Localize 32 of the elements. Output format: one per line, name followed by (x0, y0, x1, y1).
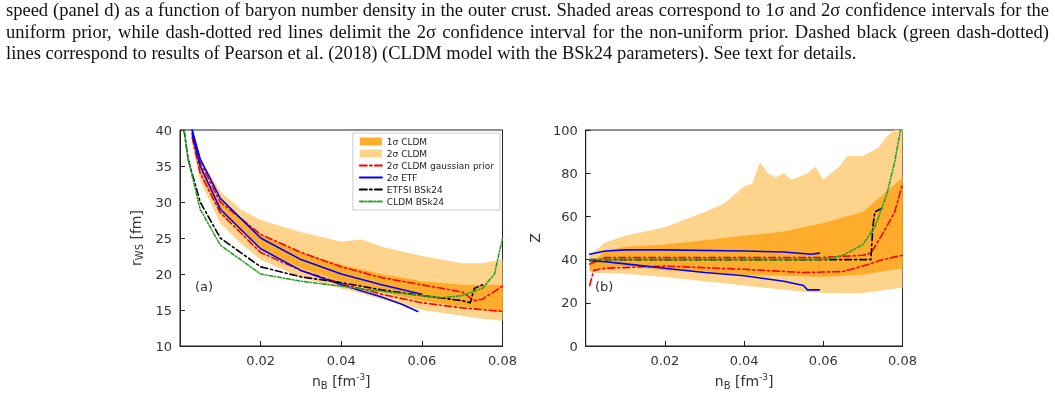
x-tick-label: 0.02 (246, 353, 276, 368)
y-tick-label: 10 (155, 338, 172, 354)
y-tick-label: 40 (561, 252, 578, 268)
x-tick-label: 0.08 (888, 353, 917, 368)
y-tick-label: 15 (155, 302, 172, 318)
x-tick-label: 0.04 (326, 353, 356, 368)
y-tick-label: 20 (155, 266, 172, 282)
y-tick-label: 40 (155, 122, 172, 138)
x-tick-label: 0.06 (808, 353, 838, 368)
y-axis-title: rWS [fm] (127, 210, 146, 266)
y-tick-label: 0 (569, 338, 578, 354)
x-tick-label: 0.08 (488, 353, 517, 368)
legend-label: CLDM BSk24 (386, 196, 445, 207)
annotation: (b) (595, 279, 614, 294)
y-tick-label: 100 (552, 122, 578, 138)
y-tick-label: 60 (561, 208, 578, 224)
x-tick-label: 0.04 (729, 353, 759, 368)
legend-label: 2σ CLDM (386, 148, 428, 159)
legend-label: 1σ CLDM (386, 136, 428, 147)
x-tick-label: 0.06 (407, 353, 437, 368)
y-tick-label: 20 (561, 295, 578, 311)
legend-label: ETFSI BSk24 (386, 184, 443, 195)
annotation: (a) (195, 279, 214, 294)
legend-label: 2σ CLDM gaussian prior (386, 160, 495, 171)
y-tick-label: 35 (155, 158, 172, 174)
legend-label: 2σ ETF (386, 172, 418, 183)
y-tick-label: 30 (155, 194, 172, 210)
y-tick-label: 25 (155, 230, 172, 246)
y-tick-label: 80 (561, 165, 578, 181)
y-axis-title: Z (527, 233, 543, 243)
x-tick-label: 0.02 (650, 353, 680, 368)
text: speed (panel d) as a function of baryon number density in the outer crust. Shaded areas correspond to 1σ and 2σ confidence intervals for the uniform prior, while dash-dotted red lines delimit the 2σ confidence interval for the non-uniform prior. Dashed black (green dash-dotted) lines correspond to results of Pearson et al. (2018) (CLDM model with the BSk24 parameters). See text for details. (6, 0, 1049, 65)
